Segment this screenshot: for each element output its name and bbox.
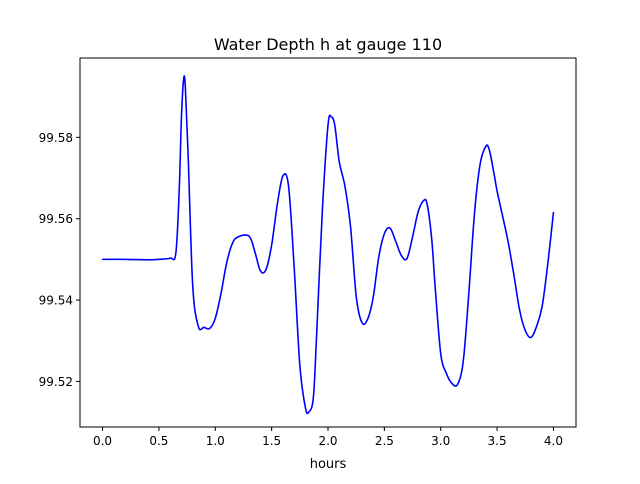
chart-title: Water Depth h at gauge 110 xyxy=(214,35,442,54)
y-tick-label: 99.52 xyxy=(39,375,73,389)
series-line xyxy=(101,75,555,415)
x-tick-label: 1.0 xyxy=(206,434,225,448)
y-tick-label: 99.58 xyxy=(39,131,73,145)
x-tick-label: 0.5 xyxy=(149,434,168,448)
plot-series xyxy=(101,75,555,415)
x-tick-label: 0.0 xyxy=(93,434,112,448)
x-tick-label: 3.5 xyxy=(488,434,507,448)
x-tick-label: 1.5 xyxy=(262,434,281,448)
y-tick-label: 99.56 xyxy=(39,212,73,226)
x-tick-label: 2.0 xyxy=(318,434,337,448)
x-tick-label: 3.0 xyxy=(431,434,450,448)
x-tick-label: 2.5 xyxy=(375,434,394,448)
y-tick-label: 99.54 xyxy=(39,294,73,308)
x-tick-label: 4.0 xyxy=(544,434,563,448)
plot-frame xyxy=(79,57,577,428)
y-axis: 99.52 99.54 99.56 99.58 xyxy=(39,131,80,389)
x-axis: 0.0 0.5 1.0 1.5 2.0 2.5 3.0 3.5 4.0 xyxy=(93,427,563,448)
x-axis-label: hours xyxy=(310,457,347,472)
